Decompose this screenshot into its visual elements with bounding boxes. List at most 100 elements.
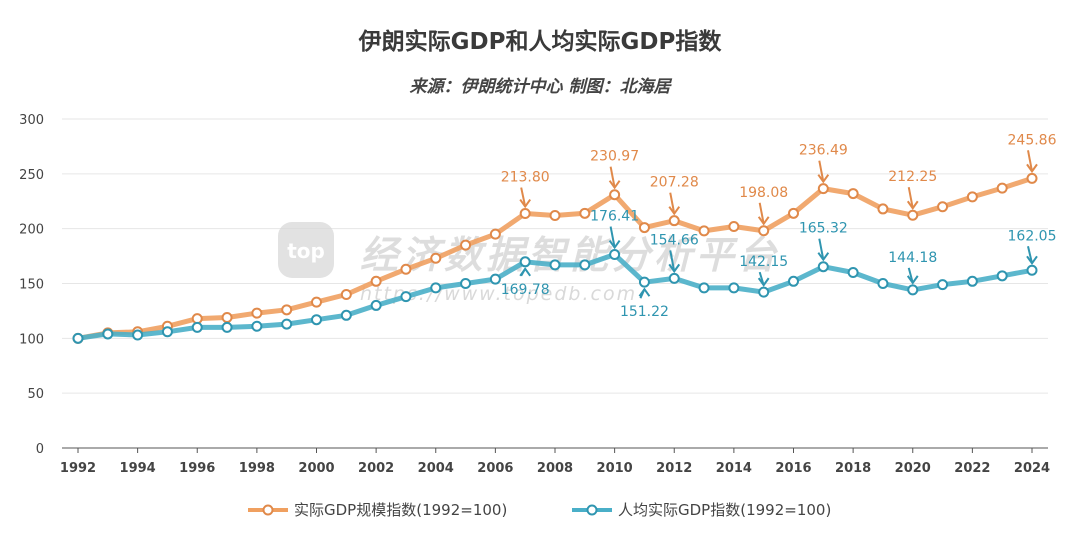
data-point-per-capita: [966, 275, 978, 287]
annotation-arrow-per-capita: [609, 226, 616, 248]
data-point-per-capita: [132, 329, 144, 341]
x-tick-label: 2020: [895, 461, 931, 476]
data-point-gdp: [489, 228, 501, 240]
annotation-arrowhead-gdp: [608, 180, 621, 190]
data-point-per-capita: [340, 309, 352, 321]
annotation-arrow-per-capita: [1027, 246, 1033, 264]
annotation-arrowhead-per-capita: [906, 275, 919, 285]
data-point-per-capita: [430, 282, 442, 294]
annotation-arrow-per-capita: [669, 250, 676, 272]
data-point-per-capita: [817, 261, 829, 273]
data-point-per-capita: [698, 282, 710, 294]
data-point-per-capita: [579, 259, 591, 271]
data-point-gdp: [668, 215, 680, 227]
x-tick-label: 2018: [835, 461, 871, 476]
data-point-gdp: [996, 182, 1008, 194]
legend-marker-gdp: [262, 504, 274, 516]
x-tick-label: 2022: [954, 461, 990, 476]
annotation-arrow-gdp: [818, 160, 825, 182]
annotation-arrowhead-gdp: [757, 216, 770, 226]
x-tick-label: 1998: [239, 461, 275, 476]
data-point-gdp: [728, 220, 740, 232]
data-point-per-capita: [788, 275, 799, 287]
y-tick-label: 200: [19, 223, 44, 238]
annotation-arrowhead-per-capita: [1026, 255, 1038, 266]
data-label-gdp: 236.49: [799, 143, 848, 159]
data-point-gdp: [579, 207, 591, 219]
data-point-per-capita: [102, 328, 114, 340]
data-label-gdp: 212.25: [888, 169, 937, 185]
x-tick-label: 2004: [418, 461, 454, 476]
data-point-gdp: [847, 188, 859, 200]
chart-title: 伊朗实际GDP和人均实际GDP指数: [358, 29, 722, 55]
data-label-per-capita: 162.05: [1008, 228, 1057, 244]
x-tick-label: 2016: [775, 461, 811, 476]
annotation-arrowhead-per-capita: [668, 263, 681, 274]
data-label-per-capita: 176.41: [590, 209, 639, 225]
annotation-arrowhead-per-capita: [817, 252, 830, 262]
annotation-arrowhead-gdp: [906, 200, 919, 210]
data-point-per-capita: [907, 284, 919, 296]
data-point-gdp: [966, 191, 978, 203]
data-label-per-capita: 169.78: [501, 282, 550, 298]
y-tick-label: 0: [36, 442, 44, 457]
data-point-per-capita: [668, 272, 680, 284]
data-label-per-capita: 144.18: [888, 250, 937, 266]
data-point-gdp: [817, 183, 829, 195]
data-point-per-capita: [370, 299, 382, 311]
data-label-gdp: 245.86: [1008, 132, 1057, 148]
data-point-gdp: [221, 311, 233, 323]
x-tick-label: 2006: [477, 461, 513, 476]
chart-subtitle: 来源：伊朗统计中心 制图：北海居: [409, 77, 671, 97]
x-tick-label: 1996: [179, 461, 215, 476]
data-point-per-capita: [72, 332, 84, 344]
x-tick-label: 2024: [1014, 461, 1050, 476]
data-point-per-capita: [251, 320, 263, 332]
data-point-gdp: [549, 210, 561, 222]
y-tick-label: 300: [19, 113, 44, 128]
data-point-per-capita: [460, 278, 472, 289]
x-tick-label: 2000: [298, 461, 334, 476]
annotation-arrow-per-capita: [818, 238, 825, 260]
legend-label-gdp: 实际GDP规模指数(1992=100): [294, 501, 507, 519]
data-label-gdp: 230.97: [590, 149, 639, 165]
data-point-gdp: [430, 252, 442, 264]
data-label-gdp: 207.28: [650, 175, 699, 191]
annotation-arrow-gdp: [609, 166, 616, 188]
data-point-gdp: [609, 189, 621, 201]
data-point-per-capita: [758, 286, 770, 298]
data-point-per-capita: [161, 326, 173, 338]
data-point-per-capita: [1026, 264, 1038, 276]
x-tick-label: 2010: [597, 461, 633, 476]
data-point-gdp: [460, 239, 472, 251]
legend-marker-per-capita: [586, 504, 598, 516]
annotation-arrow-gdp: [669, 192, 676, 214]
data-point-per-capita: [877, 278, 889, 289]
y-tick-label: 250: [19, 168, 44, 183]
data-point-per-capita: [937, 279, 949, 291]
x-tick-label: 2012: [656, 461, 692, 476]
data-point-gdp: [758, 225, 770, 237]
data-point-per-capita: [728, 282, 740, 294]
data-point-gdp: [907, 209, 919, 221]
data-point-gdp: [281, 304, 293, 316]
annotation-arrowhead-per-capita: [638, 287, 651, 297]
annotation-arrowhead-per-capita: [608, 239, 621, 250]
annotation-arrowhead-gdp: [1026, 163, 1038, 174]
x-tick-label: 2002: [358, 461, 394, 476]
data-point-per-capita: [221, 321, 233, 333]
data-point-per-capita: [191, 321, 203, 333]
data-point-per-capita: [281, 318, 293, 330]
watermark-logo-text: top: [287, 239, 325, 263]
data-point-gdp: [191, 313, 203, 325]
x-tick-label: 2014: [716, 461, 752, 476]
watermark-text: 经济数据智能分析平台: [360, 233, 780, 277]
annotation-arrow-gdp: [1027, 150, 1033, 172]
data-point-gdp: [340, 288, 352, 300]
x-tick-label: 1994: [120, 461, 156, 476]
annotation-arrowhead-gdp: [817, 174, 830, 184]
data-point-per-capita: [311, 314, 322, 326]
annotation-arrowhead-gdp: [668, 206, 681, 216]
annotation-arrowhead-per-capita: [757, 277, 770, 287]
